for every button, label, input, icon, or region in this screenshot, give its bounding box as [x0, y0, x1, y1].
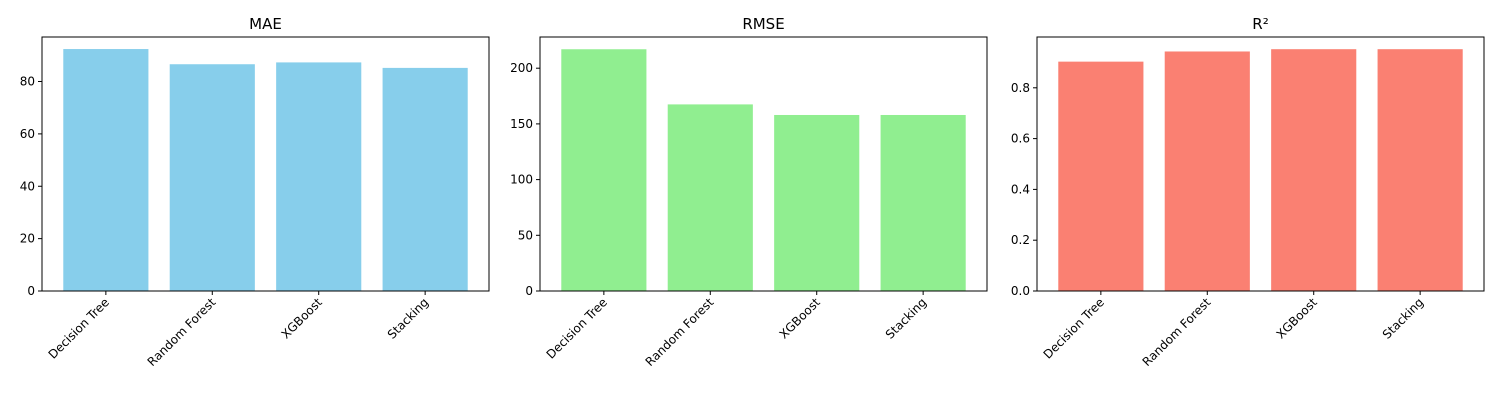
axes-frame	[41, 36, 490, 292]
x-tick-label: XGBoost	[777, 295, 823, 341]
bar-3	[382, 67, 468, 291]
x-tick-label: XGBoost	[1274, 295, 1320, 341]
x-tick-label: XGBoost	[279, 295, 325, 341]
bar-0	[1058, 61, 1144, 291]
bar-0	[561, 49, 647, 291]
y-tick-label: 80	[20, 75, 35, 89]
bar-1	[667, 104, 753, 291]
bar-2	[276, 62, 362, 292]
y-tick-label: 200	[510, 61, 533, 75]
y-tick-label: 0.4	[1011, 182, 1030, 196]
y-tick-label: 0.8	[1011, 81, 1030, 95]
x-tick-label: Stacking	[883, 295, 930, 342]
mae-panel: MAE 0 20 40 60 80 Decision Tree Random Forest X…	[20, 15, 490, 369]
bar-1	[1164, 51, 1250, 292]
y-tick-label: 20	[20, 232, 35, 246]
y-tick-label: 60	[20, 127, 35, 141]
r2-panel: R² 0.0 0.2 0.4 0.6 0.8 Decision Tree Random Fo…	[1011, 15, 1485, 369]
x-tick-label: Decision Tree	[1041, 295, 1107, 361]
y-tick-label: 100	[510, 173, 533, 187]
y-tick-label: 0.2	[1011, 233, 1030, 247]
chart-title: MAE	[249, 15, 282, 33]
x-tick-label: Decision Tree	[46, 295, 112, 361]
y-tick-label: 50	[518, 228, 533, 242]
bar-2	[1271, 49, 1357, 291]
chart-title: R²	[1252, 15, 1268, 33]
x-tick-label: Stacking	[385, 295, 432, 342]
y-tick-label: 40	[20, 179, 35, 193]
x-tick-label: Stacking	[1380, 295, 1427, 342]
bar-3	[1377, 49, 1463, 291]
x-tick-label: Decision Tree	[544, 295, 610, 361]
y-tick-label: 150	[510, 117, 533, 131]
bar-1	[169, 64, 255, 291]
y-tick-label: 0.0	[1011, 284, 1030, 298]
bar-3	[880, 114, 966, 291]
bar-2	[774, 114, 860, 291]
rmse-panel: RMSE 0 50 100 150 200 Decision Tree Random For…	[510, 15, 988, 369]
chart-title: RMSE	[742, 15, 784, 33]
axes-frame	[1036, 36, 1485, 292]
y-tick-label: 0.6	[1011, 132, 1030, 146]
y-tick-label: 0	[27, 284, 35, 298]
x-tick-label: Random Forest	[1140, 295, 1214, 369]
axes-frame	[539, 36, 988, 292]
x-tick-label: Random Forest	[145, 295, 219, 369]
x-tick-label: Random Forest	[643, 295, 717, 369]
y-tick-label: 0	[525, 284, 533, 298]
bar-0	[63, 49, 149, 291]
